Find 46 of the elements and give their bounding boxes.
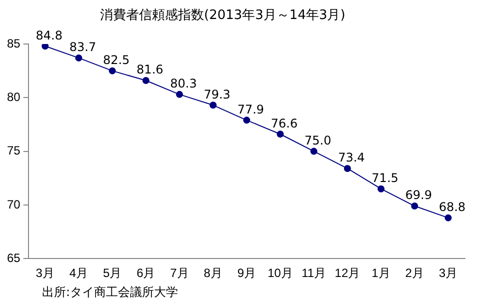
point <box>378 185 385 192</box>
x-tick-label: 2月 <box>405 266 424 280</box>
data-label: 79.3 <box>204 87 230 102</box>
point <box>142 76 150 84</box>
data-label: 69.9 <box>405 188 432 202</box>
x-tick-label: 12月 <box>334 266 360 280</box>
y-tick-label: 70 <box>6 197 21 212</box>
point <box>310 148 318 155</box>
point <box>344 164 351 172</box>
y-tick-label: 65 <box>6 250 21 265</box>
data-label: 77.9 <box>237 102 264 116</box>
point <box>276 130 284 138</box>
data-label: 84.8 <box>36 28 62 42</box>
y-tick-label: 80 <box>6 90 21 104</box>
point <box>243 116 250 124</box>
data-label: 83.7 <box>69 40 96 54</box>
data-label: 76.6 <box>270 116 298 130</box>
y-tick-label: 85 <box>6 36 21 50</box>
x-tick-label: 3月 <box>438 266 458 280</box>
data-label: 82.5 <box>102 52 130 67</box>
point <box>176 90 183 98</box>
x-tick-label: 7月 <box>170 266 189 280</box>
x-tick-label: 8月 <box>204 266 222 280</box>
data-label: 68.8 <box>438 200 466 214</box>
point <box>411 202 418 210</box>
x-tick-label: 10月 <box>268 266 293 280</box>
chart-title: 消費者信頼感指数(2013年3月～14年3月) <box>100 7 346 24</box>
point <box>75 54 82 62</box>
point <box>210 102 217 109</box>
x-tick-label: 4月 <box>69 266 88 280</box>
data-label: 73.4 <box>338 150 365 165</box>
x-tick-label: 5月 <box>102 266 122 280</box>
y-tick-label: 75 <box>6 144 21 158</box>
x-tick-label: 6月 <box>136 266 156 280</box>
data-label: 71.5 <box>372 170 398 185</box>
data-label: 81.6 <box>136 62 164 77</box>
text: 出所:タイ商工会議所大学 <box>42 284 178 301</box>
data-label: 75.0 <box>304 133 332 148</box>
point <box>42 44 49 50</box>
x-tick-label: 9月 <box>237 266 256 280</box>
x-tick-label: 11月 <box>302 266 326 280</box>
x-tick-label: 1月 <box>372 266 390 280</box>
x-tick-label: 3月 <box>36 266 54 280</box>
point <box>444 214 452 222</box>
point <box>108 67 116 74</box>
data-label: 80.3 <box>170 76 197 91</box>
